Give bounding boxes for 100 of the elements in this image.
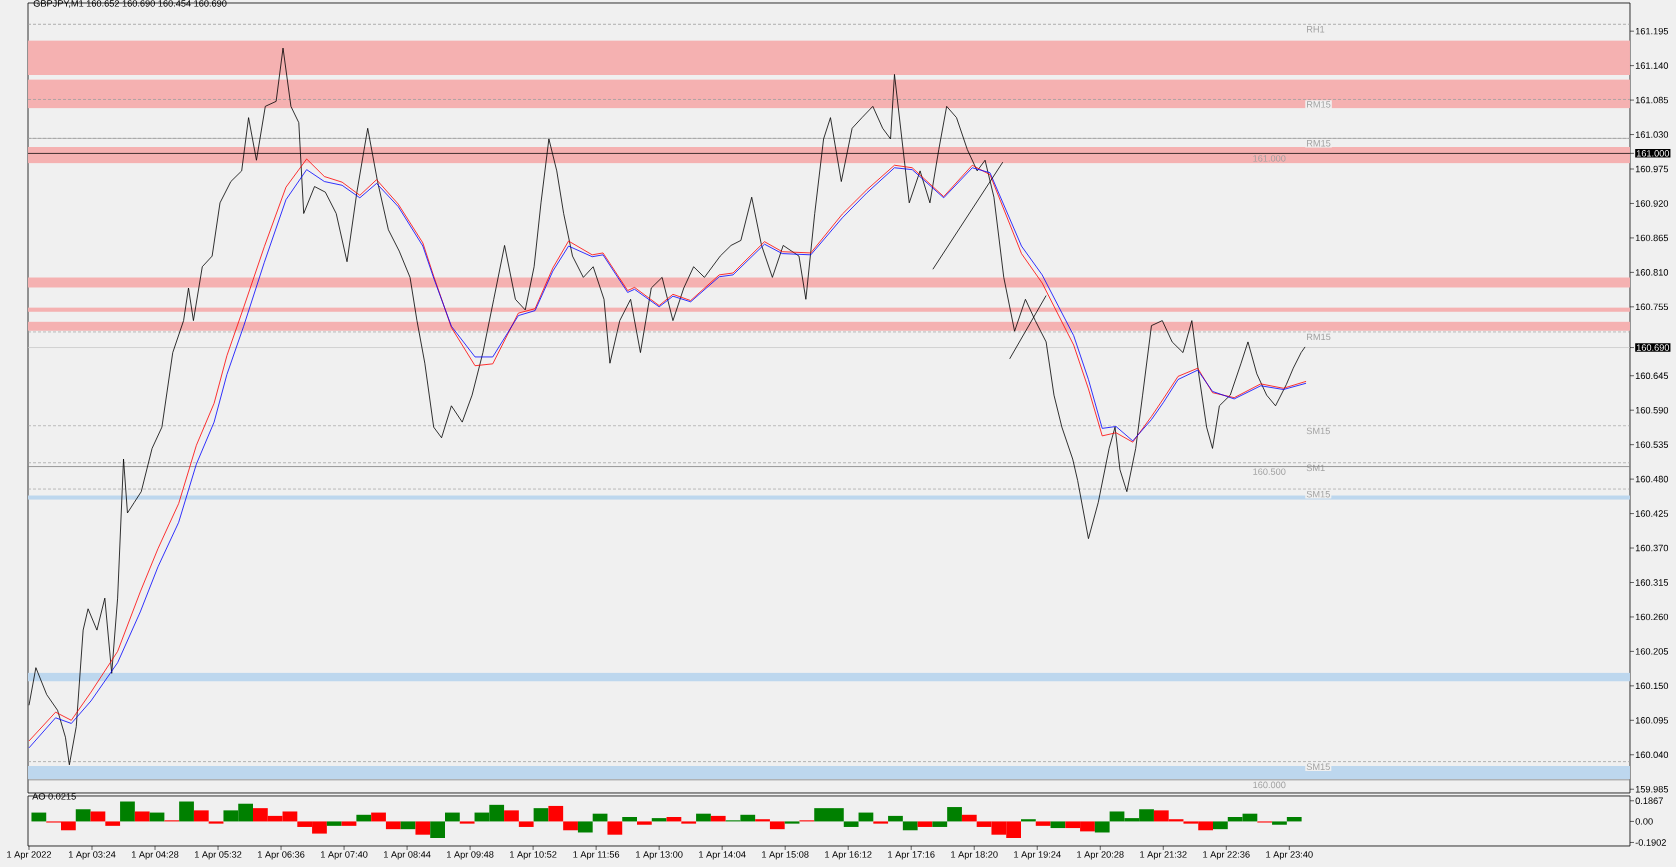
ref-line-label: RH1 <box>1307 26 1325 33</box>
bar <box>75 809 91 822</box>
y-tick-label: 160.425 <box>1635 510 1669 517</box>
bar <box>769 821 785 830</box>
bar <box>1035 821 1051 826</box>
y-tick-label: 160.260 <box>1635 613 1669 621</box>
bar <box>400 821 416 830</box>
bar <box>90 811 106 822</box>
bar <box>415 821 431 835</box>
ref-line-label: 160.500 <box>1253 468 1286 475</box>
bar <box>430 821 445 839</box>
bar <box>755 819 770 822</box>
x-tick-label: 1 Apr 14:04 <box>699 851 746 860</box>
bar <box>577 821 593 833</box>
ref-line-label: 160.000 <box>1253 781 1286 789</box>
x-tick-label: 1 Apr 2022 <box>7 851 52 860</box>
bar <box>208 821 224 824</box>
ref-line-label: SM15 <box>1306 490 1330 498</box>
bar <box>179 801 194 822</box>
bar <box>696 813 711 822</box>
chart-title: GBPJPY,M1 160.652 160.690 160.454 160.690 <box>33 0 227 8</box>
ref-line-label: RM15 <box>1307 140 1331 147</box>
x-tick-label: 1 Apr 05:32 <box>194 851 242 860</box>
y-tick-label: 161.000 <box>1636 150 1670 157</box>
y-tick-label: 160.920 <box>1635 200 1669 207</box>
x-tick-label: 1 Apr 22:36 <box>1203 851 1250 860</box>
ref-line-label: SM15 <box>1306 427 1330 435</box>
bar <box>607 821 623 835</box>
y-tick-label: 161.195 <box>1635 27 1669 35</box>
bar <box>326 821 342 826</box>
y-tick-label: 160.095 <box>1635 717 1669 724</box>
x-tick-label: 1 Apr 17:16 <box>888 851 935 860</box>
bar <box>947 807 962 822</box>
y-tick-label: 160.205 <box>1635 648 1669 655</box>
y-tick-label: 160.690 <box>1636 344 1670 351</box>
y-tick-label: 160.755 <box>1635 303 1669 311</box>
y-tick-label: -0.1902 <box>1635 839 1666 846</box>
bar <box>445 812 460 822</box>
bar <box>1213 821 1228 830</box>
bar <box>1286 817 1302 822</box>
bar <box>1272 821 1287 825</box>
bar <box>548 805 564 822</box>
bar <box>504 810 519 822</box>
x-tick-label: 1 Apr 15:08 <box>762 851 809 860</box>
bar <box>371 812 386 822</box>
bar <box>873 821 889 824</box>
y-tick-label: 160.315 <box>1635 579 1669 586</box>
y-tick-label: 160.975 <box>1635 165 1669 173</box>
y-tick-label: 0.00 <box>1635 818 1653 825</box>
bar <box>651 818 667 822</box>
bar <box>902 821 918 831</box>
y-tick-label: 160.040 <box>1635 751 1669 759</box>
x-tick-label: 1 Apr 08:44 <box>384 851 431 860</box>
x-tick-label: 1 Apr 07:40 <box>321 851 368 860</box>
y-tick-label: 159.985 <box>1635 785 1669 793</box>
bar <box>843 821 859 827</box>
x-tick-label: 1 Apr 09:48 <box>447 851 494 860</box>
x-tick-label: 1 Apr 18:20 <box>951 851 998 860</box>
y-tick-label: 160.535 <box>1635 441 1669 448</box>
bar <box>622 817 637 822</box>
y-tick-label: 161.140 <box>1635 62 1669 69</box>
y-tick-label: 160.865 <box>1635 234 1669 242</box>
bar <box>563 821 578 831</box>
bar <box>1094 821 1110 833</box>
x-tick-label: 1 Apr 03:24 <box>68 851 116 860</box>
x-tick-label: 1 Apr 23:40 <box>1266 851 1313 860</box>
y-tick-label: 160.150 <box>1635 682 1669 690</box>
y-tick-label: 160.590 <box>1635 406 1669 414</box>
chart-title: AO 0.0215 <box>32 793 76 800</box>
bar <box>710 815 726 822</box>
bar <box>134 811 150 822</box>
bar <box>784 821 800 824</box>
bar <box>341 821 357 826</box>
bar <box>932 821 948 827</box>
bar <box>961 814 977 822</box>
x-tick-label: 1 Apr 13:00 <box>636 851 683 860</box>
x-tick-label: 1 Apr 20:28 <box>1077 851 1124 860</box>
bar <box>105 821 121 826</box>
bar <box>120 801 135 822</box>
bar <box>533 808 549 822</box>
bar <box>1050 821 1066 829</box>
y-tick-label: 0.1867 <box>1635 797 1663 805</box>
bar <box>459 821 475 824</box>
ref-line-label: RM15 <box>1307 333 1331 341</box>
y-tick-label: 160.480 <box>1635 475 1669 483</box>
bar <box>888 815 903 822</box>
ref-line-label: 161.000 <box>1253 155 1286 162</box>
y-tick-label: 161.030 <box>1635 131 1669 138</box>
y-tick-label: 160.370 <box>1635 544 1669 552</box>
x-tick-label: 1 Apr 21:32 <box>1140 851 1187 860</box>
bar <box>31 812 47 822</box>
x-tick-label: 1 Apr 06:36 <box>257 851 305 860</box>
bar <box>917 821 933 827</box>
x-tick-label: 1 Apr 11:56 <box>573 851 620 860</box>
bar <box>681 821 697 824</box>
bar <box>518 821 534 827</box>
x-tick-label: 1 Apr 04:28 <box>131 851 179 860</box>
bar <box>356 814 372 822</box>
x-tick-label: 1 Apr 16:12 <box>825 851 872 860</box>
bar <box>637 821 652 825</box>
